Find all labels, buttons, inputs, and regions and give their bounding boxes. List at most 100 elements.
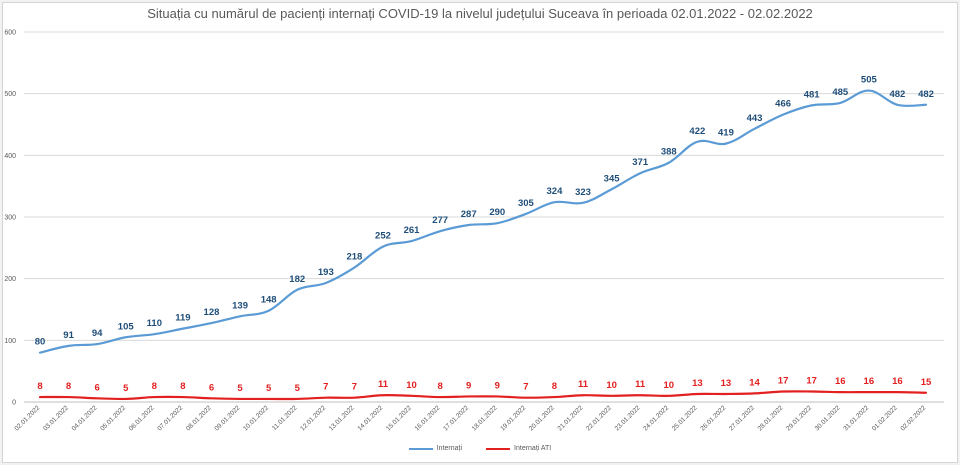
x-tick-label: 20.01.2022 xyxy=(528,404,556,432)
data-label-internati-ati: 9 xyxy=(466,380,471,391)
chart-legend: Internați Internați ATI xyxy=(0,445,960,452)
data-label-internati: 371 xyxy=(632,157,649,168)
x-tick-label: 30.01.2022 xyxy=(814,404,842,432)
data-label-internati: 290 xyxy=(489,207,505,218)
data-label-internati-ati: 11 xyxy=(378,379,389,390)
x-tick-label: 24.01.2022 xyxy=(642,404,670,432)
legend-swatch-internati xyxy=(408,447,433,450)
chart-title: Situația cu numărul de pacienți internaț… xyxy=(147,6,813,21)
x-tick-label: 29.01.2022 xyxy=(785,404,813,432)
data-label-internati-ati: 10 xyxy=(606,380,617,391)
x-tick-label: 19.01.2022 xyxy=(499,404,527,432)
data-label-internati: 345 xyxy=(604,173,621,184)
data-label-internati: 252 xyxy=(375,231,391,242)
legend-item-internati-ati[interactable]: Internați ATI xyxy=(486,445,551,452)
data-label-internati: 261 xyxy=(404,225,421,236)
data-label-internati: 481 xyxy=(804,89,821,100)
x-tick-label: 27.01.2022 xyxy=(728,404,756,432)
x-tick-label: 05.01.2022 xyxy=(99,404,127,432)
data-label-internati: 422 xyxy=(689,126,705,137)
data-label-internati-ati: 5 xyxy=(123,383,129,394)
legend-item-internati[interactable]: Internați xyxy=(408,445,463,452)
x-tick-label: 10.01.2022 xyxy=(242,404,270,432)
data-label-internati-ati: 8 xyxy=(37,381,42,392)
data-label-internati-ati: 7 xyxy=(523,382,528,393)
data-label-internati: 277 xyxy=(432,215,448,226)
data-label-internati: 388 xyxy=(661,147,677,158)
data-label-internati-ati: 8 xyxy=(152,381,157,392)
x-tick-label: 21.01.2022 xyxy=(556,404,584,432)
data-label-internati: 94 xyxy=(92,328,103,339)
x-tick-label: 02.02.2022 xyxy=(899,404,927,432)
data-label-internati: 466 xyxy=(775,99,791,110)
x-tick-label: 06.01.2022 xyxy=(128,404,156,432)
data-label-internati-ati: 17 xyxy=(806,376,817,387)
y-tick-label: 0 xyxy=(12,400,16,407)
data-label-internati: 148 xyxy=(261,295,277,306)
x-tick-label: 11.01.2022 xyxy=(271,404,299,432)
data-label-internati-ati: 6 xyxy=(209,382,214,393)
data-label-internati: 305 xyxy=(518,198,535,209)
x-tick-label: 26.01.2022 xyxy=(699,404,727,432)
x-tick-label: 23.01.2022 xyxy=(614,404,642,432)
data-label-internati: 182 xyxy=(289,274,305,285)
data-label-internati: 443 xyxy=(747,113,763,124)
legend-swatch-internati-ati xyxy=(486,447,511,450)
data-label-internati-ati: 16 xyxy=(835,376,846,387)
data-label-internati: 482 xyxy=(889,89,905,100)
data-label-internati-ati: 9 xyxy=(495,380,500,391)
data-label-internati-ati: 8 xyxy=(180,381,185,392)
legend-label-internati: Internați xyxy=(436,445,463,452)
x-tick-label: 18.01.2022 xyxy=(471,404,499,432)
x-tick-label: 28.01.2022 xyxy=(757,404,785,432)
x-tick-label: 01.02.2022 xyxy=(871,404,899,432)
y-tick-label: 400 xyxy=(4,153,16,160)
data-label-internati-ati: 6 xyxy=(95,382,100,393)
x-tick-label: 14.01.2022 xyxy=(356,404,384,432)
data-label-internati: 324 xyxy=(547,186,564,197)
series-line-internati-ati xyxy=(38,390,928,401)
x-tick-label: 16.01.2022 xyxy=(414,404,442,432)
data-label-internati-ati: 8 xyxy=(552,381,557,392)
y-tick-label: 500 xyxy=(4,91,16,98)
data-label-internati-ati: 7 xyxy=(352,382,357,393)
data-label-internati-ati: 11 xyxy=(635,379,646,390)
data-label-internati: 193 xyxy=(318,267,334,278)
data-label-internati: 105 xyxy=(118,321,135,332)
x-axis-ticks: 02.01.2022 03.01.2022 04.01.2022 05.01.2022… xyxy=(13,404,927,432)
data-label-internati: 482 xyxy=(918,89,934,100)
x-tick-label: 07.01.2022 xyxy=(156,404,184,432)
x-tick-label: 09.01.2022 xyxy=(214,404,242,432)
series-lines xyxy=(38,89,928,401)
data-label-internati: 80 xyxy=(35,337,46,348)
data-label-internati: 110 xyxy=(147,318,162,329)
x-tick-label: 12.01.2022 xyxy=(299,404,327,432)
data-label-internati-ati: 14 xyxy=(749,377,760,388)
y-tick-label: 300 xyxy=(4,215,16,222)
y-tick-label: 100 xyxy=(4,338,16,345)
data-label-internati: 505 xyxy=(861,75,878,86)
data-label-internati-ati: 10 xyxy=(406,380,417,391)
x-tick-label: 02.01.2022 xyxy=(13,404,41,432)
data-label-internati-ati: 16 xyxy=(892,376,903,387)
x-tick-label: 13.01.2022 xyxy=(328,404,356,432)
gridlines xyxy=(24,31,944,403)
data-label-internati: 91 xyxy=(63,330,74,341)
data-label-internati: 218 xyxy=(346,252,362,263)
data-label-internati: 419 xyxy=(718,128,734,139)
data-label-internati-ati: 8 xyxy=(437,381,442,392)
data-label-internati: 128 xyxy=(204,307,220,318)
x-tick-label: 08.01.2022 xyxy=(185,404,213,432)
data-label-internati-ati: 5 xyxy=(237,383,243,394)
data-label-internati-ati: 13 xyxy=(692,378,703,389)
data-label-internati: 287 xyxy=(461,209,477,220)
x-tick-label: 31.01.2022 xyxy=(842,404,870,432)
data-label-internati-ati: 5 xyxy=(266,383,272,394)
x-tick-label: 25.01.2022 xyxy=(671,404,699,432)
data-label-internati: 139 xyxy=(232,300,248,311)
series-line-internati xyxy=(38,89,928,354)
x-tick-label: 03.01.2022 xyxy=(42,404,70,432)
